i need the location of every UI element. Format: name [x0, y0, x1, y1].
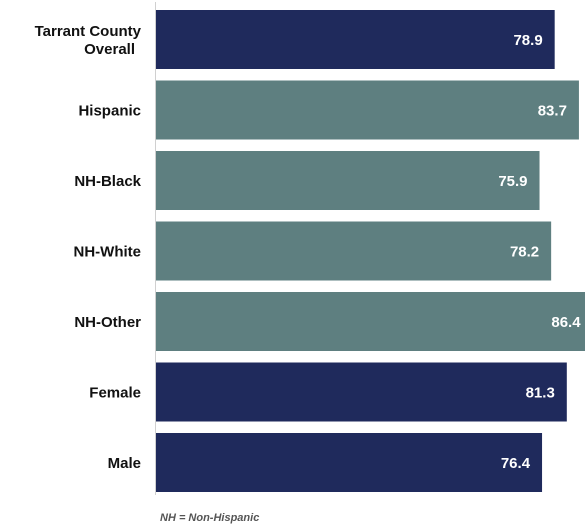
bar — [156, 221, 552, 281]
bar — [156, 151, 540, 210]
bar-value-label: 86.4 — [551, 314, 581, 331]
bar-value-label: 83.7 — [538, 103, 567, 120]
bar-value-label: 75.9 — [498, 173, 527, 190]
bar-value-label: 78.9 — [513, 32, 542, 49]
bar — [156, 10, 555, 69]
category-label: Male — [108, 455, 141, 472]
bar — [156, 362, 567, 422]
category-label: Overall — [84, 41, 135, 58]
category-label: Tarrant County — [35, 23, 142, 40]
category-label: NH-Other — [74, 314, 141, 331]
category-label: NH-White — [74, 244, 142, 261]
category-label: Female — [89, 385, 141, 402]
footnote: NH = Non-Hispanic — [160, 512, 260, 524]
bar — [156, 292, 585, 351]
bar-value-label: 76.4 — [501, 455, 531, 472]
bar-value-label: 81.3 — [526, 385, 555, 402]
category-label: NH-Black — [74, 173, 141, 190]
category-label: Hispanic — [78, 103, 141, 120]
bar-value-label: 78.2 — [510, 244, 539, 261]
bar — [156, 80, 579, 140]
bar — [156, 433, 543, 492]
